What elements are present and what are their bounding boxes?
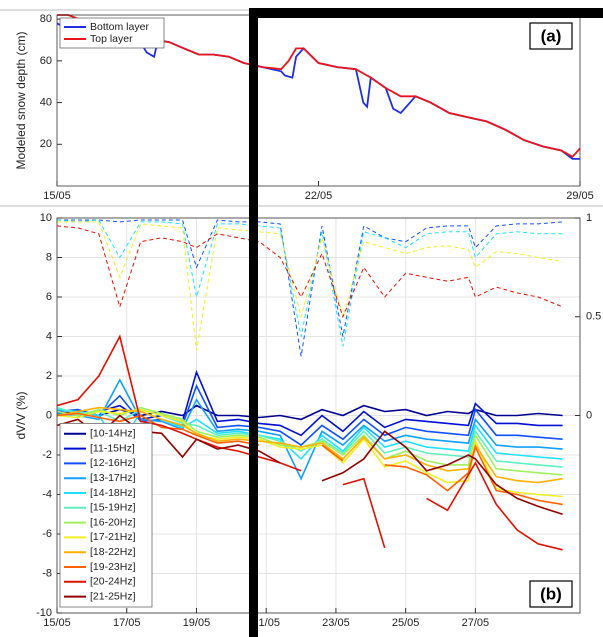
series-line: [57, 369, 563, 437]
overlay-bar: [249, 8, 603, 18]
legend-label: [14-18Hz]: [90, 487, 136, 499]
y-tick-label: -2: [42, 449, 52, 461]
y-tick-label: -6: [42, 528, 52, 540]
coherence-line: [57, 219, 563, 357]
y-axis-label: dV/V (%): [14, 391, 28, 439]
y2-tick-label: 0: [586, 409, 592, 421]
x-tick-label: 25/05: [392, 617, 420, 629]
legend-label: [21-25Hz]: [90, 590, 136, 602]
y2-tick-label: 1: [586, 212, 592, 224]
legend-label: Top layer: [90, 33, 133, 45]
y-tick-label: 20: [40, 138, 52, 150]
y-tick-label: 8: [46, 251, 52, 263]
y-tick-label: -8: [42, 567, 52, 579]
x-tick-label: 15/05: [43, 617, 71, 629]
legend-label: [10-14Hz]: [90, 428, 136, 440]
series-line: [57, 383, 563, 447]
series-line: [57, 412, 563, 506]
annotation-box: [529, 22, 573, 50]
legend-box: [59, 423, 153, 608]
legend-label: [18-22Hz]: [90, 546, 136, 558]
coherence-line: [57, 221, 563, 351]
legend-label: [11-15Hz]: [90, 442, 135, 454]
y-tick-label: 40: [40, 96, 52, 108]
x-tick-label: 22/05: [305, 190, 333, 202]
series-line: [57, 378, 563, 481]
y-tick-label: 10: [40, 212, 52, 224]
legend-label: [12-16Hz]: [90, 457, 136, 469]
axes-frame: [56, 217, 581, 614]
y-tick-label: 4: [46, 330, 52, 342]
legend-label: [19-23Hz]: [90, 561, 136, 573]
legend-label: [20-24Hz]: [90, 576, 136, 588]
y-tick-label: 2: [46, 370, 52, 382]
x-tick-label: 27/05: [462, 617, 490, 629]
overlay-bar: [249, 8, 258, 637]
coherence-line: [57, 225, 563, 319]
x-tick-label: 19/05: [183, 617, 211, 629]
x-tick-label: 23/05: [322, 617, 350, 629]
annotation: (a): [541, 26, 562, 45]
series-line: [57, 404, 563, 421]
x-tick-label: 17/05: [113, 617, 141, 629]
y-tick-label: 60: [40, 55, 52, 67]
legend-label: Bottom layer: [90, 21, 149, 33]
y2-tick-label: 0.5: [586, 311, 601, 323]
x-tick-label: 15/05: [43, 190, 71, 202]
y-tick-label: 80: [40, 13, 52, 25]
y-tick-label: 0: [46, 409, 52, 421]
y-tick-label: 6: [46, 291, 52, 303]
legend-label: [15-19Hz]: [90, 502, 136, 514]
coherence-line: [57, 219, 563, 347]
series-line: [57, 406, 563, 476]
legend-label: [13-17Hz]: [90, 472, 136, 484]
legend-box: [59, 17, 165, 49]
x-tick-label: 29/05: [566, 190, 594, 202]
y-axis-label: Modeled snow depth (cm): [14, 31, 28, 169]
y-tick-label: -4: [42, 488, 52, 500]
x-tick-label: 21/05: [252, 617, 280, 629]
legend-label: [16-20Hz]: [90, 516, 136, 528]
y-tick-label: -10: [36, 607, 52, 619]
annotation-box: [529, 580, 573, 608]
annotation: (b): [540, 584, 562, 603]
series-line: [57, 334, 563, 551]
legend-label: [17-21Hz]: [90, 531, 136, 543]
